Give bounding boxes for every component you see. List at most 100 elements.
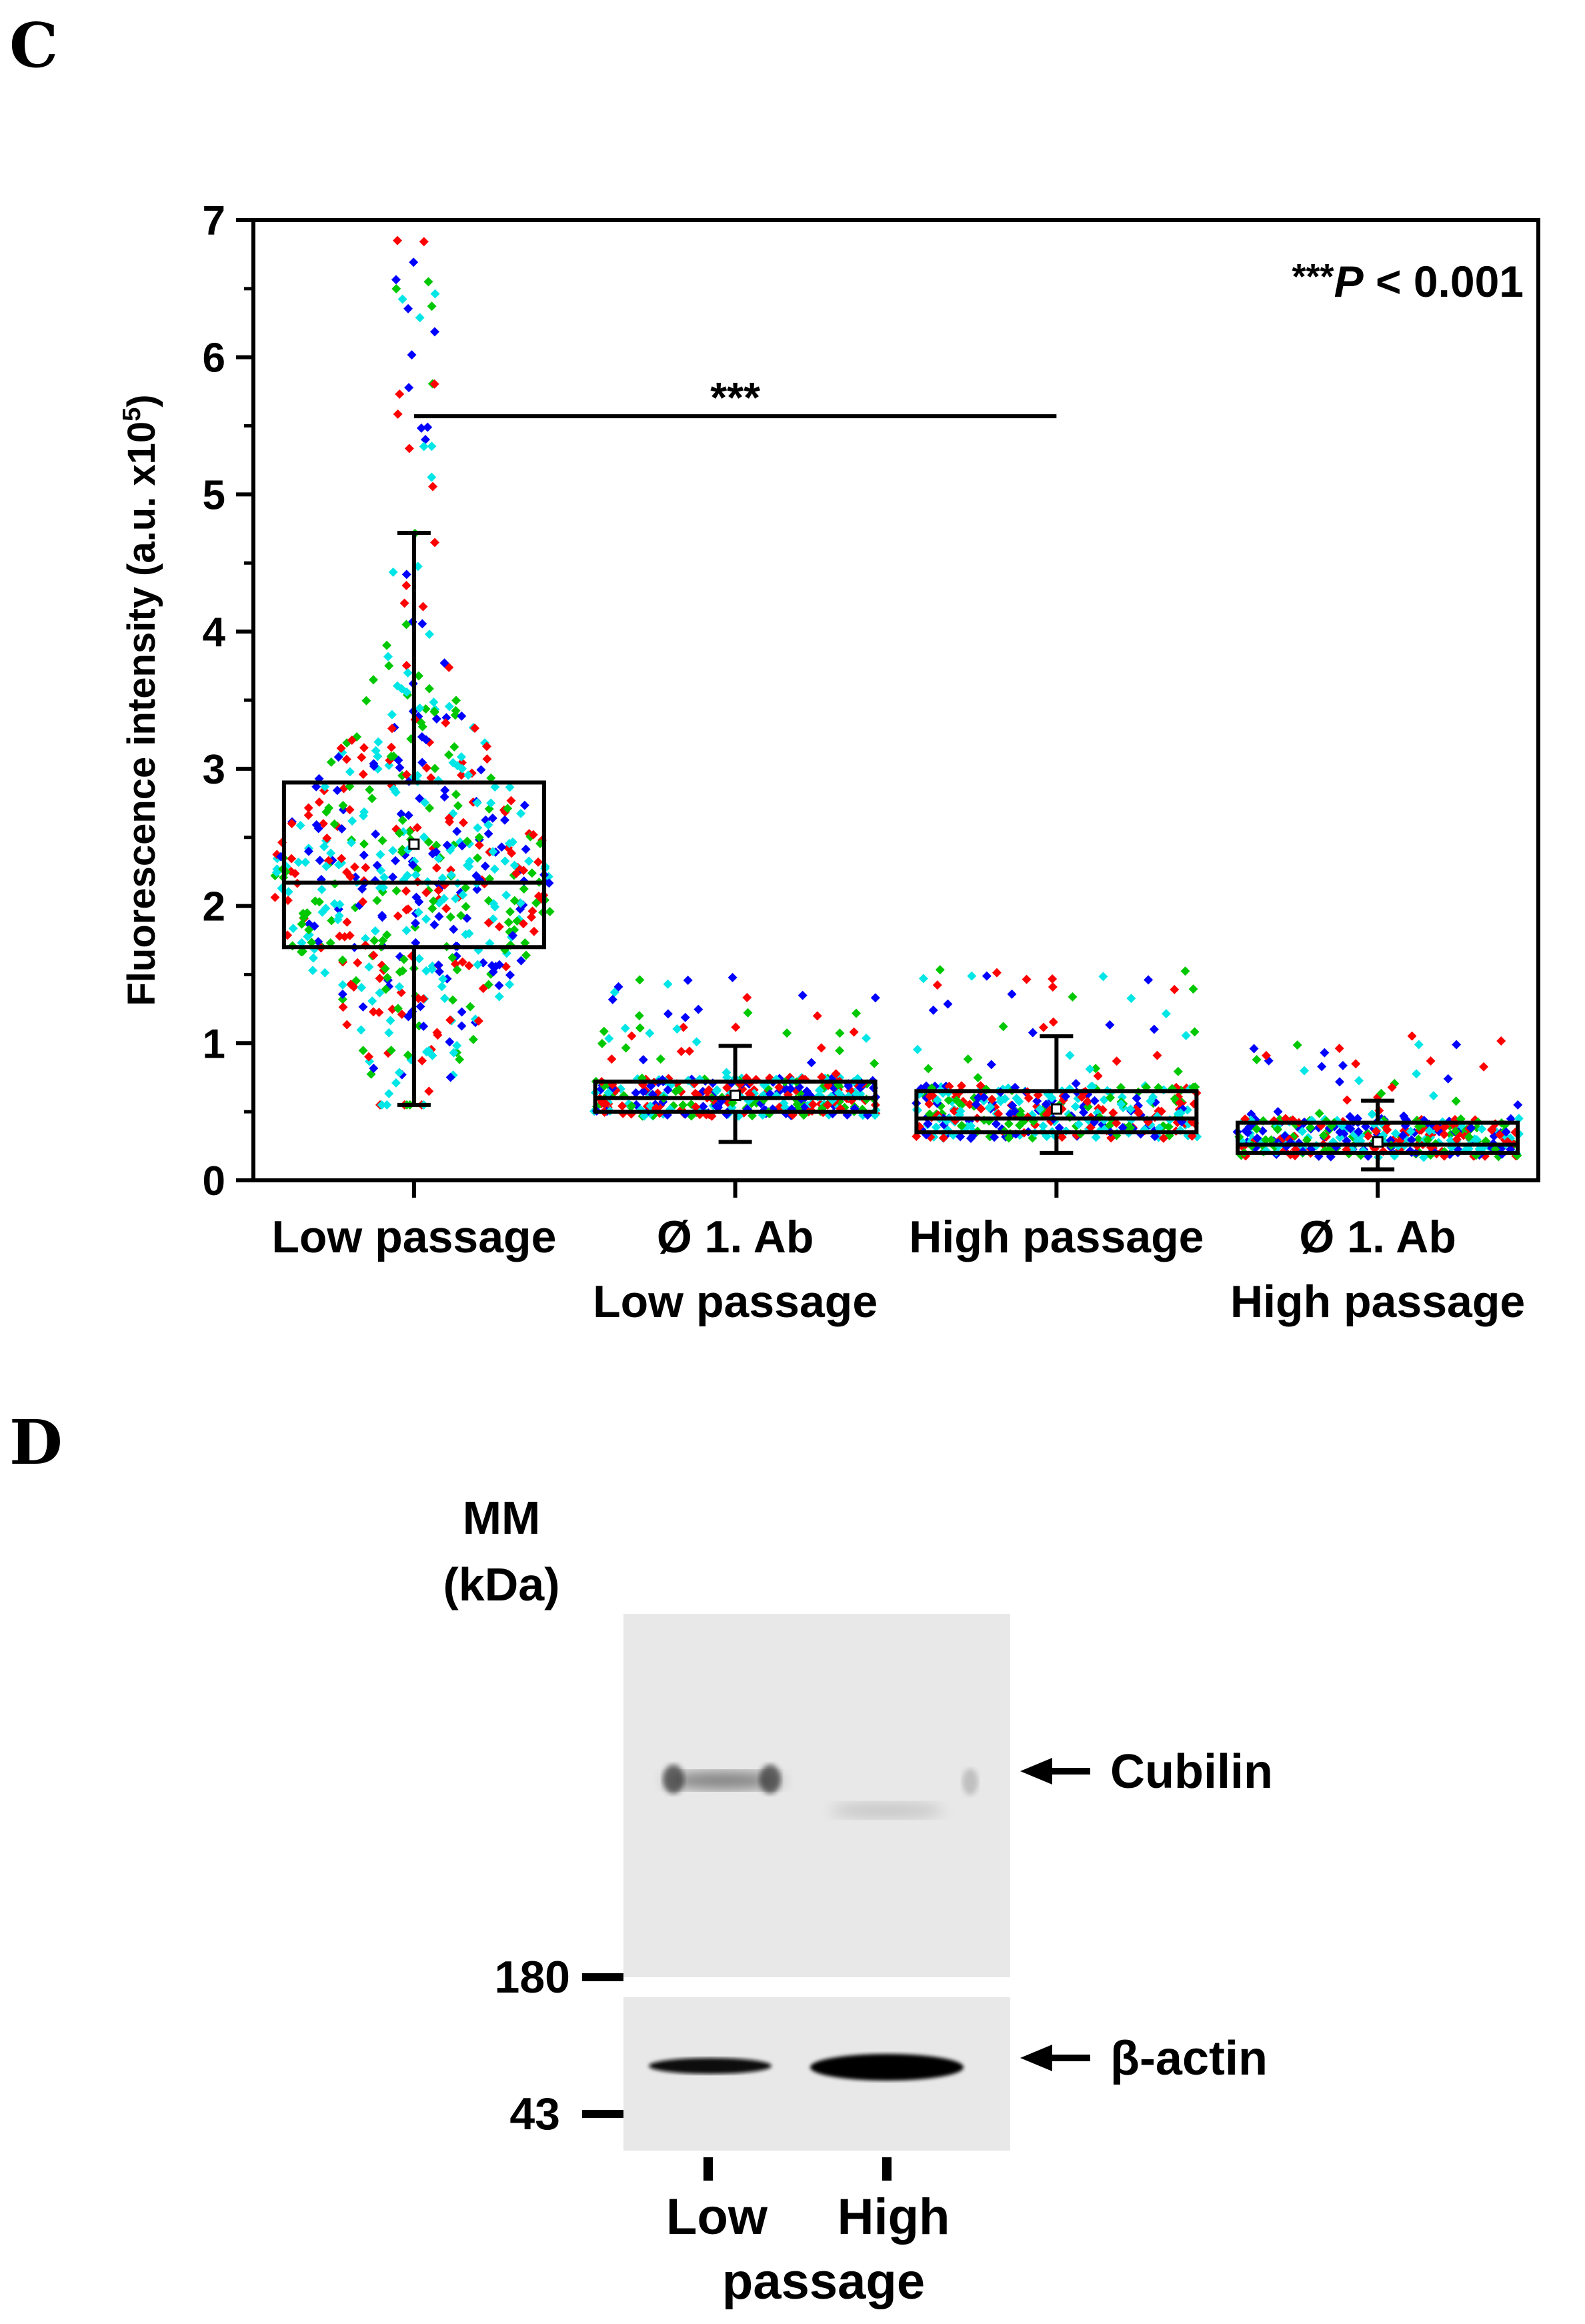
data-point [939, 1133, 949, 1143]
data-point [1093, 1071, 1103, 1081]
data-point [1477, 1124, 1487, 1134]
data-point [1105, 1020, 1115, 1030]
data-point [421, 735, 431, 745]
data-point [683, 975, 693, 985]
data-point [395, 828, 405, 838]
cubilin-band-high [830, 1803, 944, 1819]
data-point [1419, 1152, 1429, 1162]
data-point [849, 1027, 859, 1037]
data-point [1300, 1066, 1310, 1076]
data-point [345, 872, 355, 882]
data-point [290, 868, 300, 878]
data-point [397, 966, 407, 976]
data-point [384, 661, 394, 671]
data-point [401, 660, 411, 670]
data-point [505, 907, 515, 917]
data-point [314, 897, 324, 907]
data-point [1065, 1050, 1075, 1060]
data-point [359, 850, 369, 860]
y-axis: 0 1 2 3 4 5 6 7 [203, 198, 253, 1204]
mm-label: MM [463, 1492, 541, 1544]
data-point [401, 926, 411, 936]
data-point [455, 1054, 465, 1064]
data-point [345, 930, 355, 940]
data-point [727, 972, 737, 982]
data-point [1479, 1062, 1489, 1072]
data-point [1144, 975, 1154, 985]
data-point [998, 1022, 1008, 1032]
data-point [347, 816, 357, 826]
data-point [472, 884, 482, 894]
data-point [457, 1007, 467, 1017]
data-point [1035, 1104, 1045, 1114]
data-point [337, 955, 347, 965]
data-point [1406, 1126, 1416, 1136]
data-point [377, 1100, 387, 1110]
data-point [415, 703, 425, 713]
data-point [421, 763, 431, 773]
data-point [458, 818, 468, 828]
data-point [453, 801, 463, 811]
data-point [358, 897, 368, 907]
data-point [393, 911, 403, 921]
data-point [386, 1046, 396, 1056]
data-point [403, 810, 413, 820]
data-point [620, 1024, 630, 1034]
data-point [1261, 1135, 1271, 1145]
data-point [462, 836, 472, 846]
data-point [519, 866, 529, 876]
data-point [982, 971, 992, 981]
data-point [924, 1064, 934, 1074]
data-point [1176, 1108, 1186, 1118]
x-axis: Low passage Ø 1. Ab Low passage High passag… [271, 1180, 1525, 1327]
data-point [1314, 1108, 1324, 1118]
data-point [322, 834, 332, 844]
data-point [270, 892, 280, 902]
data-point [369, 936, 379, 946]
data-point [307, 938, 317, 948]
data-point [417, 1056, 427, 1066]
data-point [415, 794, 425, 804]
p-italic: P [1334, 257, 1364, 306]
y-tick-label: 6 [203, 335, 225, 381]
data-point [987, 1094, 997, 1104]
p-stars: *** [1292, 257, 1334, 297]
cubilin-label: Cubilin [1110, 1745, 1273, 1799]
y-tick-label: 5 [203, 472, 225, 518]
data-point [293, 857, 303, 867]
data-point [1079, 1108, 1089, 1118]
data-point [452, 965, 462, 975]
data-point [1057, 1132, 1067, 1142]
data-point [372, 860, 382, 870]
data-point [452, 826, 462, 836]
data-point [439, 994, 449, 1004]
western-blot: MM (kDa) 180 43 Cubilin β-actin [443, 1492, 1272, 2310]
data-point [388, 872, 398, 882]
data-point [617, 1101, 627, 1111]
data-point [369, 761, 379, 771]
data-point [396, 809, 406, 819]
data-point [516, 808, 526, 818]
data-point [1298, 1126, 1308, 1136]
data-point [401, 581, 411, 591]
data-point [423, 277, 433, 287]
box-plot: 0 1 2 3 4 5 6 7 Low passage Ø 1. Ab Low passage Hi… [118, 198, 1540, 1327]
box-elements [281, 531, 1520, 1172]
data-point [527, 906, 537, 916]
data-point [870, 1058, 880, 1068]
y-tick-label: 0 [203, 1158, 225, 1204]
data-point [1106, 1133, 1116, 1143]
data-point [415, 1002, 425, 1012]
y-axis-label-close: ) [120, 394, 163, 407]
data-point [476, 765, 486, 775]
data-point [528, 830, 538, 840]
x-tick-label-line2: Low passage [593, 1276, 878, 1327]
data-point [412, 823, 422, 833]
data-point [808, 1100, 818, 1110]
data-point [597, 1038, 607, 1048]
box-iqr [914, 1089, 1199, 1135]
data-point [411, 892, 421, 902]
data-point [367, 996, 377, 1006]
data-point [359, 743, 369, 753]
